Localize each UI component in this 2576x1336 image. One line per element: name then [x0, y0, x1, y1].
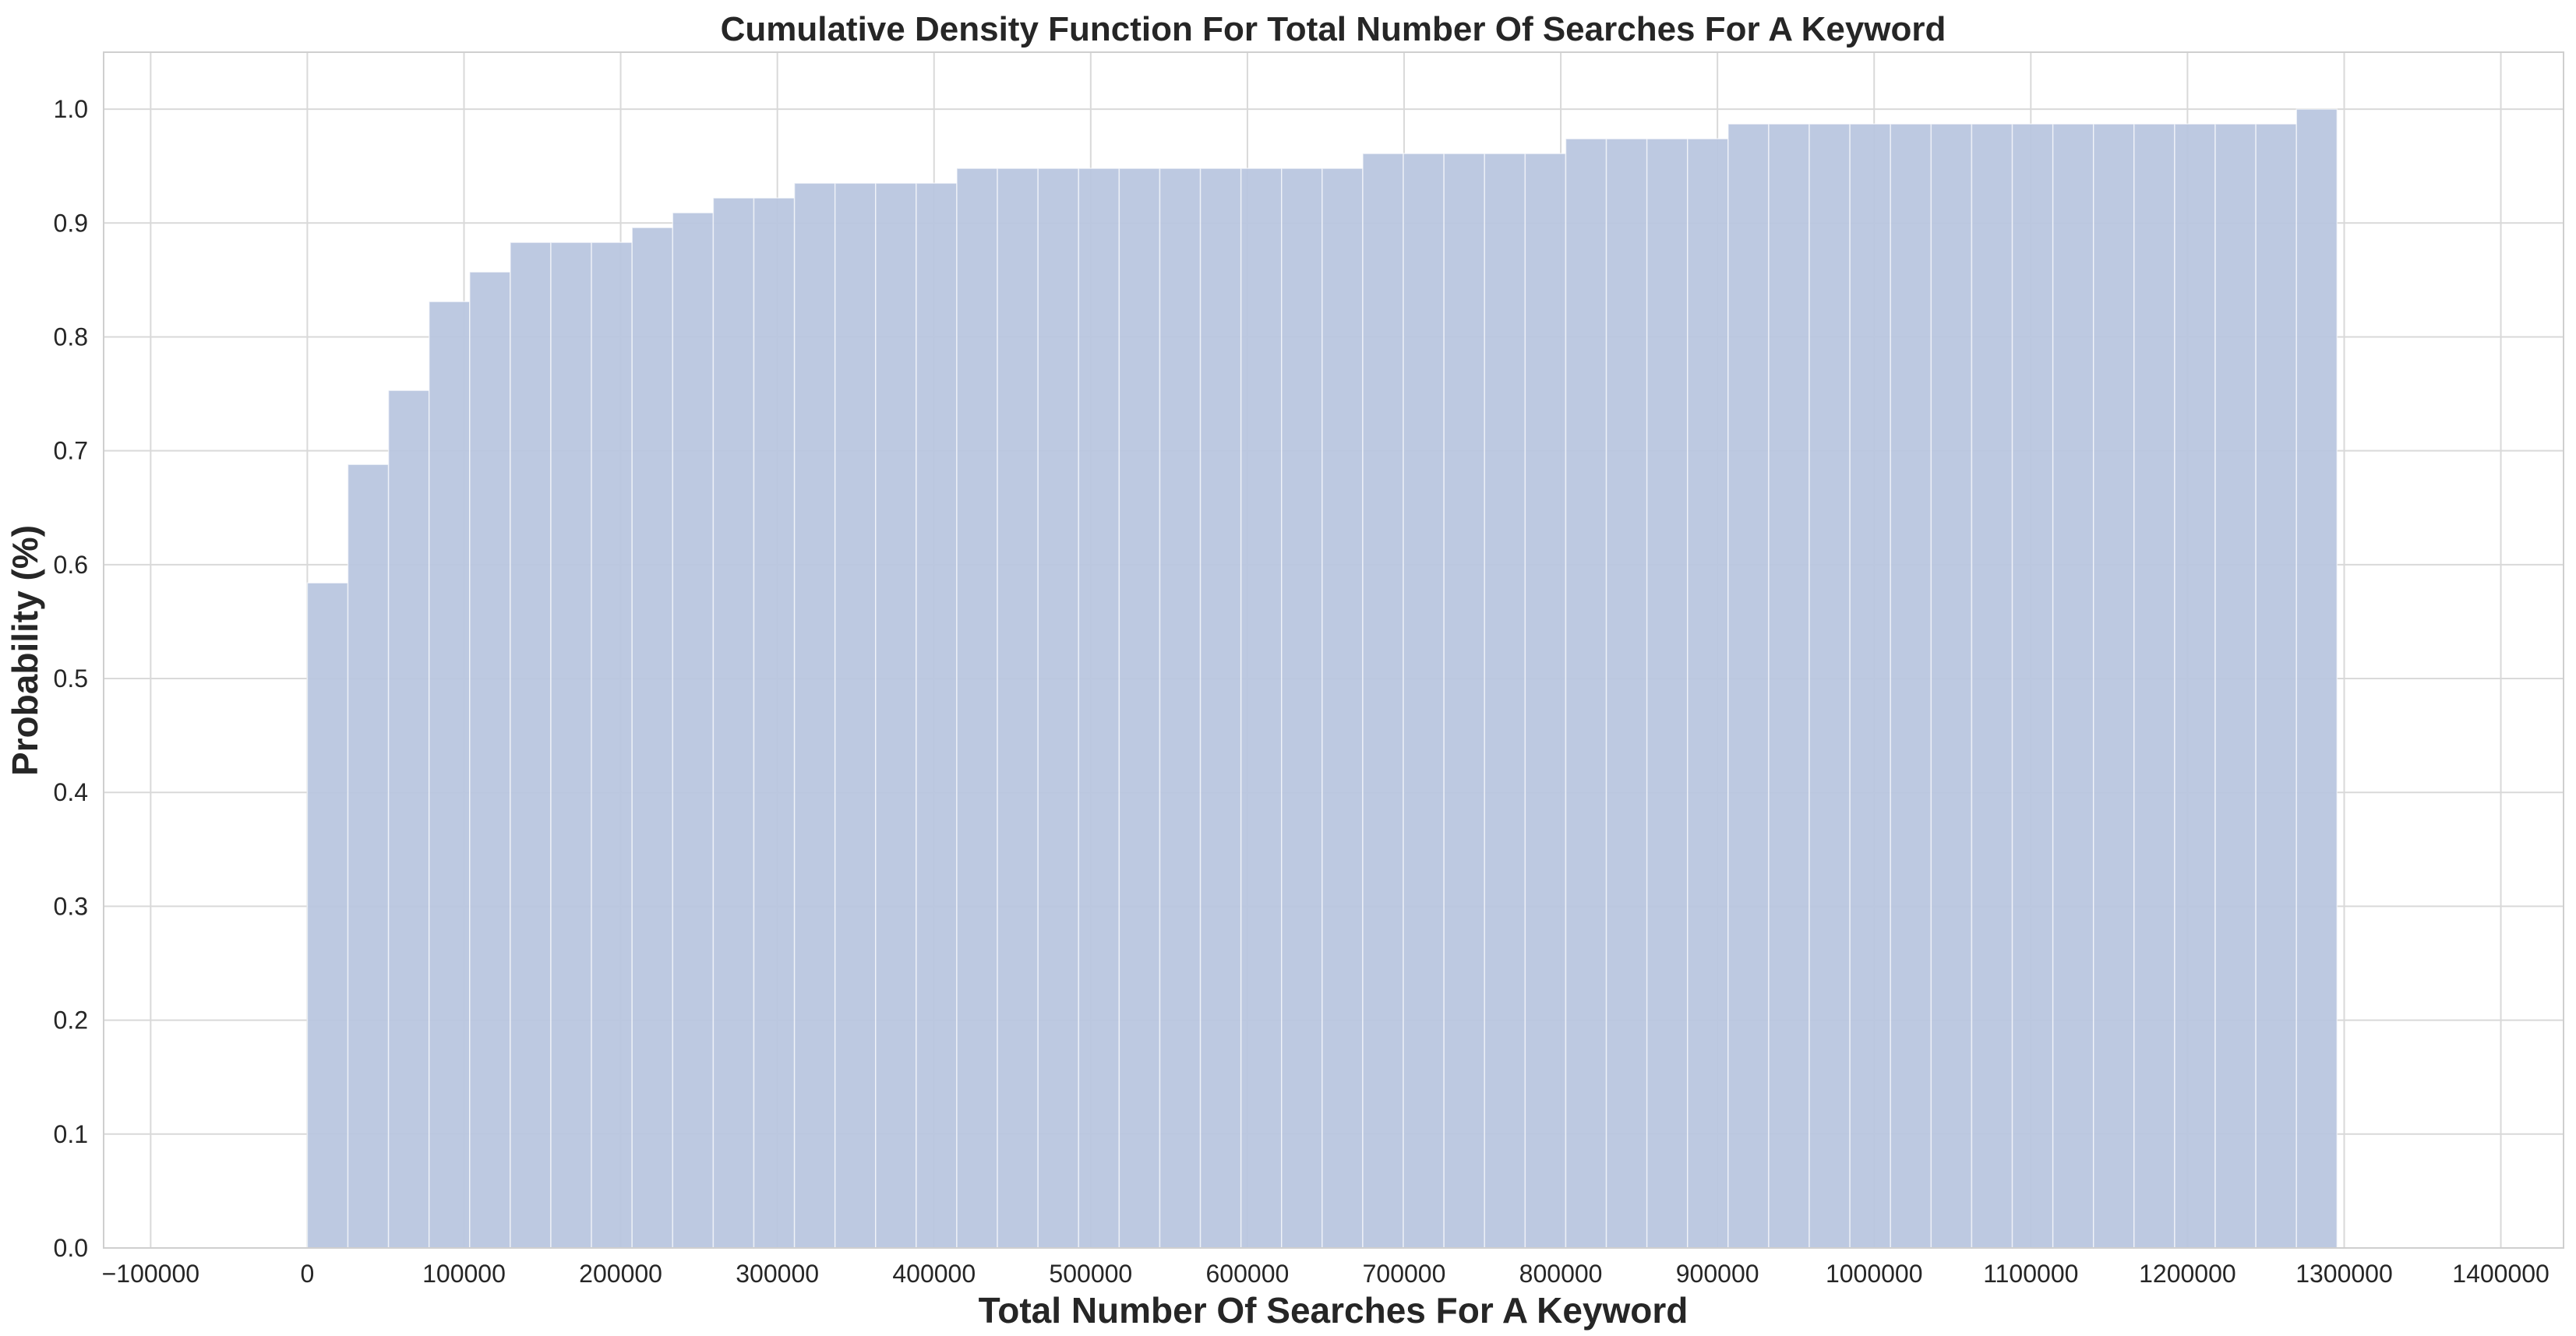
- x-tick-label: 1300000: [2295, 1260, 2393, 1288]
- cdf-bar: [591, 241, 633, 1249]
- cdf-bar: [2052, 123, 2094, 1249]
- cdf-bar: [1687, 138, 1729, 1249]
- cdf-bar: [1037, 167, 1080, 1249]
- cdf-bar: [916, 182, 958, 1249]
- cdf-bar: [347, 464, 390, 1249]
- cdf-bar: [1808, 123, 1851, 1249]
- x-tick-label: 1400000: [2452, 1260, 2550, 1288]
- y-tick-label: 0.0: [54, 1234, 88, 1262]
- x-tick-label: 200000: [579, 1260, 662, 1288]
- cdf-bar: [793, 182, 836, 1249]
- cdf-bar: [875, 182, 917, 1249]
- cdf-bar: [1768, 123, 1810, 1249]
- x-tick-label: 700000: [1363, 1260, 1446, 1288]
- x-tick-label: 900000: [1676, 1260, 1759, 1288]
- cdf-bar: [1646, 138, 1689, 1249]
- x-tick-label: 0: [301, 1260, 315, 1288]
- cdf-bar: [428, 301, 471, 1249]
- cdf-bar: [2133, 123, 2175, 1249]
- cdf-bar: [2295, 108, 2338, 1249]
- x-tick-label: 1000000: [1826, 1260, 1923, 1288]
- cdf-bar: [1524, 153, 1567, 1249]
- cdf-bar: [1443, 153, 1486, 1249]
- cdf-bar: [997, 167, 1039, 1249]
- y-axis-title: Probability (%): [5, 525, 45, 776]
- y-tick-label: 0.6: [54, 551, 88, 579]
- cdf-bar: [672, 212, 715, 1249]
- cdf-bar: [1727, 123, 1770, 1249]
- x-tick-label: 400000: [892, 1260, 976, 1288]
- cdf-bar: [2092, 123, 2135, 1249]
- y-tick-label: 0.8: [54, 323, 88, 351]
- cdf-bar: [2011, 123, 2054, 1249]
- y-tick-label: 0.5: [54, 664, 88, 693]
- tick-labels: −100000 0 100000 200000 300000 400000 500000 60…: [54, 95, 2550, 1288]
- cdf-bar: [387, 390, 430, 1249]
- cdf-bar: [469, 271, 511, 1249]
- x-axis-title: Total Number Of Searches For A Keyword: [979, 1290, 1689, 1331]
- cdf-bar: [1971, 123, 2013, 1249]
- cdf-bar: [1159, 167, 1202, 1249]
- cdf-bar: [753, 197, 796, 1249]
- cdf-bar: [1605, 138, 1648, 1249]
- cdf-bar: [2174, 123, 2216, 1249]
- cdf-bar: [1322, 167, 1364, 1249]
- cdf-bar: [1362, 153, 1404, 1249]
- y-tick-label: 0.7: [54, 437, 88, 465]
- cdf-bar: [631, 227, 674, 1249]
- cdf-bar: [1849, 123, 1892, 1249]
- cdf-bar: [1199, 167, 1242, 1249]
- x-tick-label: 500000: [1049, 1260, 1132, 1288]
- x-tick-label: 100000: [422, 1260, 506, 1288]
- cdf-bar: [1890, 123, 1932, 1249]
- x-tick-label: 800000: [1519, 1260, 1603, 1288]
- y-tick-label: 0.4: [54, 778, 88, 806]
- x-tick-label: 300000: [736, 1260, 819, 1288]
- y-tick-label: 0.1: [54, 1120, 88, 1148]
- cdf-bar: [1118, 167, 1161, 1249]
- y-tick-label: 0.3: [54, 892, 88, 920]
- x-tick-label: 1200000: [2139, 1260, 2236, 1288]
- x-tick-label: 1100000: [1983, 1260, 2078, 1288]
- x-tick-label: −100000: [102, 1260, 199, 1288]
- cdf-bar: [1484, 153, 1526, 1249]
- y-tick-label: 0.2: [54, 1006, 88, 1035]
- cdf-bar: [2214, 123, 2257, 1249]
- cdf-bar: [2255, 123, 2297, 1249]
- cdf-bar: [1930, 123, 1973, 1249]
- chart-title: Cumulative Density Function For Total Nu…: [721, 10, 1946, 48]
- cdf-bar: [1565, 138, 1607, 1249]
- cdf-bar: [712, 197, 755, 1249]
- cdf-bar: [834, 182, 877, 1249]
- cdf-bar: [1078, 167, 1120, 1249]
- bars-group: [306, 108, 2338, 1249]
- x-tick-label: 600000: [1206, 1260, 1290, 1288]
- cdf-bar: [510, 241, 552, 1249]
- y-tick-label: 1.0: [54, 95, 88, 123]
- plot-frame: [103, 51, 2564, 1249]
- cdf-bar: [1240, 167, 1283, 1249]
- cdf-bar: [1281, 167, 1323, 1249]
- cdf-bar: [306, 582, 349, 1249]
- cdf-bar: [956, 167, 998, 1249]
- cdf-bar: [1403, 153, 1445, 1249]
- cdf-bar: [550, 241, 592, 1249]
- y-tick-label: 0.9: [54, 209, 88, 237]
